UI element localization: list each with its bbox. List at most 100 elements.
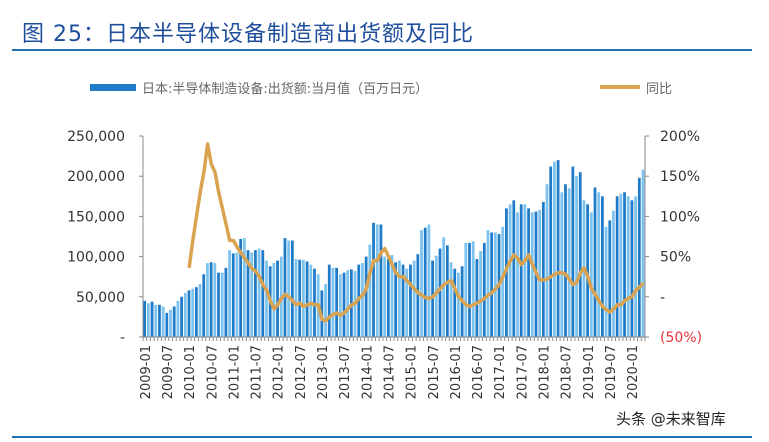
bar	[545, 184, 549, 337]
bar	[342, 272, 346, 337]
bar	[475, 259, 479, 337]
bar	[224, 267, 228, 337]
bar	[519, 204, 523, 337]
x-tick-label: 2018-07	[560, 345, 575, 399]
bar	[434, 255, 438, 337]
bar	[604, 226, 608, 337]
bar	[161, 306, 165, 337]
bar	[294, 259, 298, 337]
x-tick-label: 2009-01	[139, 345, 154, 399]
x-tick-label: 2015-07	[427, 345, 442, 399]
bar	[575, 176, 578, 337]
x-tick-label: 2016-07	[471, 345, 486, 399]
bar	[313, 268, 316, 337]
bar	[601, 196, 604, 337]
bar	[464, 242, 468, 337]
x-tick-label: 2010-01	[183, 345, 198, 399]
bar	[457, 272, 460, 337]
bar	[276, 260, 279, 337]
bar	[556, 160, 560, 337]
bar	[176, 300, 180, 337]
bar	[586, 204, 590, 337]
bar	[298, 259, 302, 337]
bar	[493, 232, 497, 337]
y-right-tick-label: 200%	[660, 129, 700, 145]
bar	[560, 192, 564, 337]
x-tick-label: 2012-01	[272, 345, 287, 399]
bar	[265, 260, 268, 337]
bar	[412, 260, 416, 337]
bar	[479, 250, 482, 337]
x-tick-label: 2017-01	[493, 345, 508, 399]
y-left-tick-label: 250,000	[67, 129, 125, 145]
legend: 日本:半导体制造设备:出货额:当月值（百万日元） 同比	[90, 81, 672, 97]
bar	[431, 260, 434, 337]
bar	[231, 253, 235, 337]
bar	[530, 212, 534, 337]
bar	[508, 204, 512, 337]
yoy-line	[187, 142, 645, 323]
x-tick-label: 2017-07	[515, 345, 530, 399]
bar	[206, 263, 209, 337]
bar	[261, 250, 265, 337]
bar	[420, 230, 423, 337]
bar	[257, 248, 261, 337]
y-left-tick-label: 100,000	[67, 250, 125, 266]
bar	[327, 264, 331, 337]
bar	[538, 209, 542, 337]
line-series	[187, 142, 645, 323]
bar	[527, 208, 530, 337]
bar	[630, 200, 634, 337]
watermark: 头条 @未来智库	[616, 410, 726, 428]
bar	[150, 301, 154, 337]
bar	[390, 254, 394, 337]
bar	[567, 188, 571, 337]
bar	[623, 192, 626, 337]
bar	[593, 187, 597, 337]
bottom-rule	[12, 436, 752, 438]
bar	[523, 204, 527, 337]
bar	[368, 244, 372, 337]
bar	[471, 241, 475, 337]
bar	[172, 306, 176, 337]
x-tick-label: 2009-07	[161, 345, 176, 399]
bar	[165, 312, 169, 337]
bar	[379, 224, 383, 337]
bar	[250, 252, 254, 337]
figure-title: 图 25：日本半导体设备制造商出货额及同比	[22, 22, 474, 47]
x-tick-label: 2015-01	[405, 345, 420, 399]
bar	[331, 267, 335, 337]
bar	[589, 212, 593, 337]
bar	[191, 288, 195, 337]
legend-line-label: 同比	[646, 82, 672, 97]
bar	[383, 256, 386, 337]
bar	[346, 270, 350, 337]
bar	[394, 262, 398, 337]
bar	[228, 250, 231, 337]
x-tick-label: 2013-07	[338, 345, 353, 399]
bar	[405, 268, 409, 337]
y-right-tick-label: (50%)	[660, 330, 702, 346]
bar	[324, 283, 327, 337]
bar	[290, 240, 294, 337]
bar	[158, 304, 161, 337]
bar	[409, 264, 412, 337]
bar	[438, 248, 442, 337]
x-tick-label: 2011-07	[250, 345, 265, 399]
y-right-tick-label: 150%	[660, 169, 700, 185]
bar	[146, 303, 150, 337]
bar	[615, 196, 619, 337]
bar	[597, 192, 601, 337]
bar	[198, 283, 202, 337]
bar	[246, 250, 250, 337]
bar	[239, 238, 243, 337]
bar	[490, 232, 494, 337]
bar	[501, 226, 505, 337]
bar	[578, 172, 582, 337]
bar	[305, 261, 309, 337]
bar	[416, 254, 420, 337]
y-right-tick-label: 50%	[660, 250, 691, 266]
bar	[235, 252, 239, 337]
